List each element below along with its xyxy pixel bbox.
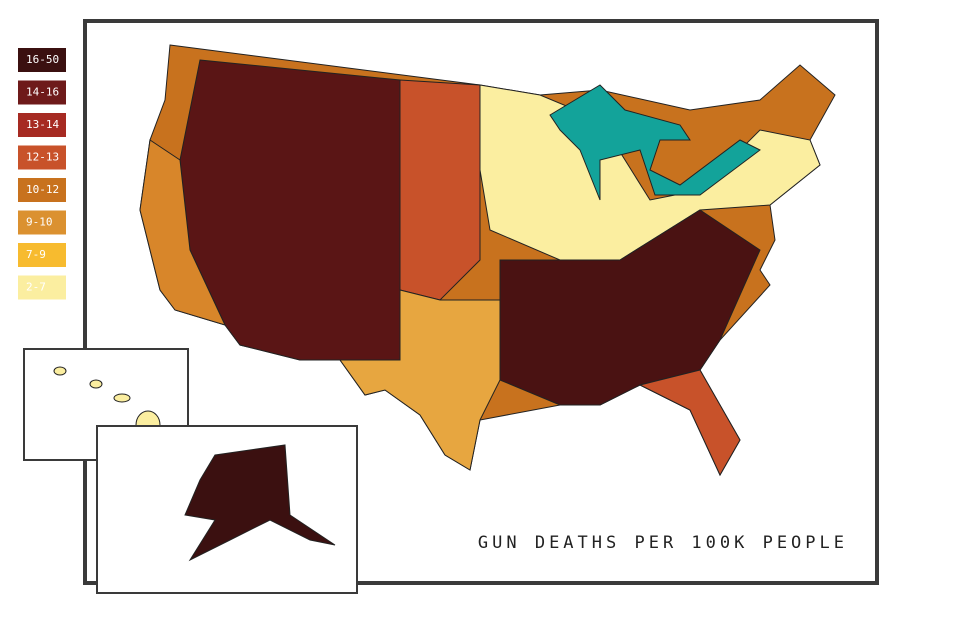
hawaii-island: [113, 393, 131, 403]
legend-label: 12-13: [26, 151, 59, 164]
hawaii-island: [53, 366, 67, 376]
legend-label: 16-50: [26, 53, 59, 66]
legend-swatch: [18, 275, 66, 300]
legend-swatch: [18, 113, 66, 137]
legend-swatch: [18, 80, 66, 105]
legend-label: 14-16: [26, 86, 59, 99]
map-title: GUN DEATHS PER 100K PEOPLE: [478, 533, 848, 553]
legend-swatch: [18, 243, 66, 267]
us-map: [139, 44, 836, 477]
florida: [638, 369, 741, 477]
legend-swatch: [18, 178, 66, 202]
great-lakes: [549, 84, 761, 201]
west-coast: [139, 139, 226, 326]
legend-label: 13-14: [26, 118, 59, 131]
hawaii-island: [89, 379, 103, 389]
legend-label: 7-9: [26, 248, 46, 261]
legend-label: 2-7: [26, 281, 46, 294]
legend: 16-50 14-16 13-14 12-13 10-12 9-10 7-9 2-7: [18, 48, 66, 300]
legend-swatch: [18, 210, 66, 235]
alaska: [184, 444, 336, 562]
legend-label: 10-12: [26, 183, 59, 196]
plains: [399, 79, 481, 301]
legend-swatch: [18, 145, 66, 170]
legend-swatch: [18, 48, 66, 72]
legend-label: 9-10: [26, 216, 53, 229]
